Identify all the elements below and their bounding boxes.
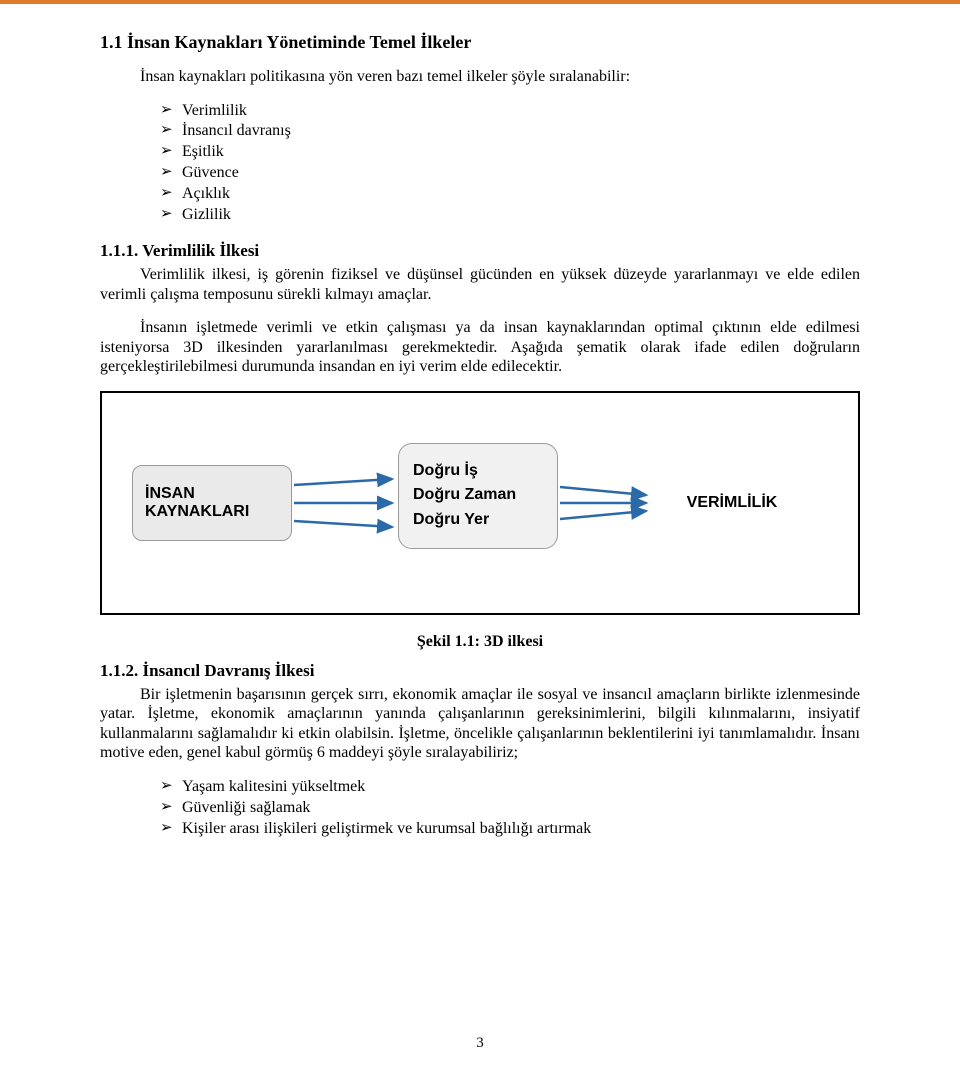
node-text: Doğru Zaman bbox=[413, 483, 543, 508]
diagram-node-middle: Doğru İş Doğru Zaman Doğru Yer bbox=[398, 443, 558, 549]
arrow-group-left bbox=[292, 471, 400, 535]
list-item: Açıklık bbox=[160, 184, 860, 205]
principles-list: Verimlilik İnsancıl davranış Eşitlik Güv… bbox=[160, 101, 860, 226]
figure-caption: Şekil 1.1: 3D ilkesi bbox=[100, 633, 860, 651]
intro-paragraph: İnsan kaynakları politikasına yön veren … bbox=[100, 67, 860, 87]
node-text: Doğru İş bbox=[413, 459, 543, 484]
document-page: 1.1 İnsan Kaynakları Yönetiminde Temel İ… bbox=[0, 0, 960, 1066]
body-paragraph: İnsanın işletmede verimli ve etkin çalış… bbox=[100, 318, 860, 377]
list-item: Eşitlik bbox=[160, 142, 860, 163]
heading-1-1: 1.1 İnsan Kaynakları Yönetiminde Temel İ… bbox=[100, 32, 860, 53]
motivation-list: Yaşam kalitesini yükseltmek Güvenliği sa… bbox=[160, 777, 860, 839]
list-item: Yaşam kalitesini yükseltmek bbox=[160, 777, 860, 798]
list-item: Güvenliği sağlamak bbox=[160, 798, 860, 819]
diagram-node-left: İNSAN KAYNAKLARI bbox=[132, 465, 292, 541]
list-item: Verimlilik bbox=[160, 101, 860, 122]
page-number: 3 bbox=[0, 1035, 960, 1052]
list-item: Güvence bbox=[160, 163, 860, 184]
heading-1-1-1: 1.1.1. Verimlilik İlkesi bbox=[100, 241, 860, 261]
list-item: Gizlilik bbox=[160, 205, 860, 226]
node-text: Doğru Yer bbox=[413, 508, 543, 533]
diagram-node-right: VERİMLİLİK bbox=[652, 471, 812, 535]
body-paragraph: Bir işletmenin başarısının gerçek sırrı,… bbox=[100, 685, 860, 763]
node-text: İNSAN bbox=[145, 485, 279, 503]
diagram-3d: İNSAN KAYNAKLARI Doğru İş Doğru Zaman Do… bbox=[100, 391, 860, 615]
body-paragraph: Verimlilik ilkesi, iş görenin fiziksel v… bbox=[100, 265, 860, 304]
node-text: VERİMLİLİK bbox=[687, 494, 778, 512]
arrow-group-right bbox=[558, 477, 654, 529]
list-item: Kişiler arası ilişkileri geliştirmek ve … bbox=[160, 819, 860, 840]
list-item: İnsancıl davranış bbox=[160, 121, 860, 142]
heading-1-1-2: 1.1.2. İnsancıl Davranış İlkesi bbox=[100, 661, 860, 681]
node-text: KAYNAKLARI bbox=[145, 503, 279, 521]
